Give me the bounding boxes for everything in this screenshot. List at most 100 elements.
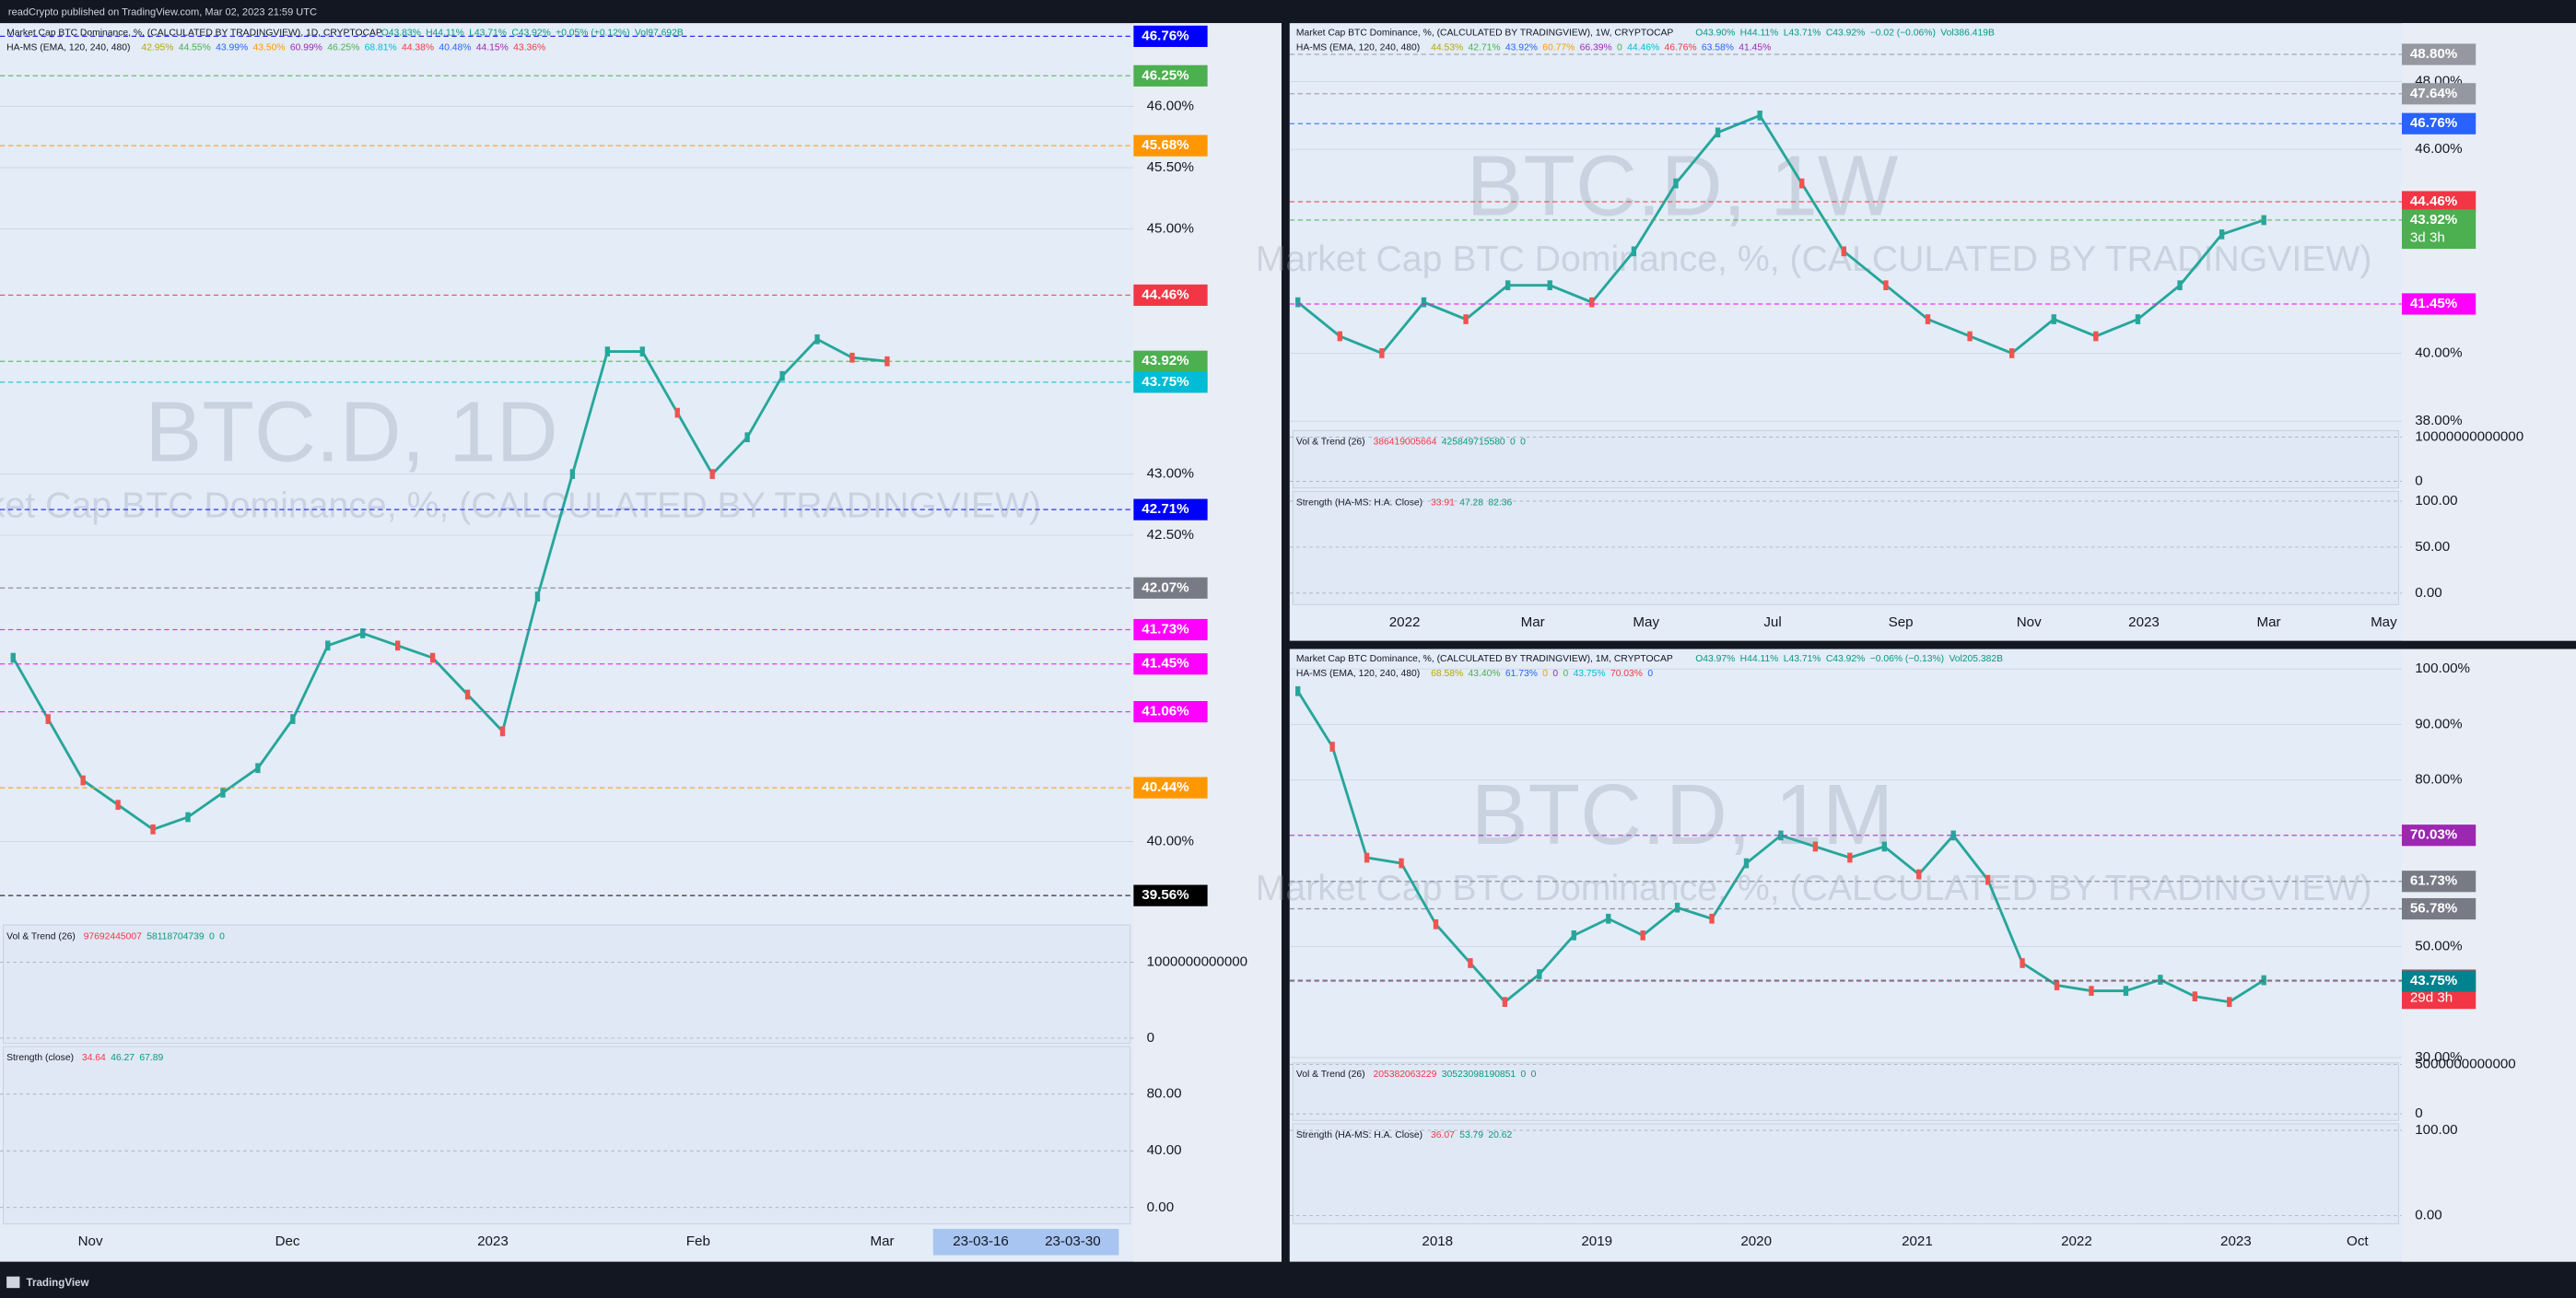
pane-tick-label: 40.00	[1147, 1142, 1182, 1158]
y-tick-label: 40.00%	[1147, 834, 1194, 849]
candle	[1847, 852, 1853, 863]
pane	[3, 1046, 1131, 1225]
candle	[569, 469, 576, 479]
candle	[1916, 869, 1922, 880]
ohlc-value: H44.11%	[426, 29, 464, 39]
candle	[10, 652, 16, 663]
time-label: May	[2371, 614, 2397, 630]
candle	[1757, 111, 1762, 121]
candle	[1379, 348, 1385, 358]
watermark-subtitle: Market Cap BTC Dominance, %, (CALCULATED…	[0, 485, 1041, 526]
indicator-value: 0	[1617, 43, 1622, 53]
y-tick-label: 42.50%	[1147, 527, 1194, 543]
vol-value: 0	[219, 931, 225, 941]
indicator-value: 70.03%	[1610, 669, 1643, 679]
candle	[1433, 918, 1439, 930]
indicator-value: 44.55%	[179, 43, 211, 53]
candle	[779, 370, 785, 381]
y-tick-label: 46.00%	[2415, 141, 2462, 157]
legend-title: Market Cap BTC Dominance, %, (CALCULATED…	[6, 29, 382, 39]
indicator-value: 0	[1647, 669, 1653, 679]
indicator-value: 0	[1542, 669, 1548, 679]
price-tag-label: 47.64%	[2410, 86, 2458, 101]
price-tag	[1133, 134, 1208, 157]
indicator-value: 43.40%	[1469, 669, 1501, 679]
indicator-value: 43.92%	[1505, 43, 1538, 53]
time-label: May	[1633, 614, 1659, 630]
candle	[255, 763, 261, 774]
y-tick-label: 90.00%	[2415, 716, 2462, 731]
strength-value: 67.89	[139, 1053, 163, 1063]
time-label: 2023	[477, 1234, 509, 1249]
candle	[1812, 841, 1819, 852]
candle	[2219, 229, 2225, 240]
price-tag-label: 46.76%	[1142, 28, 1189, 43]
price-tag-label: 43.75%	[2410, 973, 2458, 988]
vol-value: 0	[1520, 438, 1526, 448]
strength-title: Strength (close)	[6, 1053, 74, 1063]
strength-value: 53.79	[1459, 1130, 1483, 1140]
pane-tick-label: 100.00	[2415, 1122, 2457, 1138]
price-tag	[1133, 577, 1208, 599]
candle	[709, 469, 715, 479]
candle	[674, 407, 680, 418]
indicator-title: HA-MS (EMA, 120, 240, 480)	[1296, 43, 1420, 53]
price-tag	[2401, 209, 2476, 250]
price-tag-label: 48.80%	[2410, 46, 2458, 62]
candle	[464, 689, 471, 700]
vol-value: 425849715580	[1442, 438, 1505, 448]
price-tag	[2401, 293, 2476, 315]
indicator-value: 60.99%	[290, 43, 322, 53]
indicator-value: 0	[1552, 669, 1558, 679]
pane-tick-label: 0.00	[2415, 585, 2441, 601]
pane-tick-label: 0	[2415, 1105, 2422, 1121]
pane	[1292, 1062, 2399, 1121]
pane-tick-label: 5000000000000	[2415, 1057, 2515, 1072]
time-box-label: 23-03-16	[953, 1234, 1009, 1249]
indicator-value: 42.95%	[141, 43, 173, 53]
pane-tick-label: 50.00	[2415, 539, 2450, 555]
price-tag	[2401, 897, 2476, 920]
indicator-value: 44.46%	[1627, 43, 1659, 53]
ohlc-value: Vol205.382B	[1949, 654, 2003, 664]
candle	[394, 640, 401, 651]
strength-value: 20.62	[1488, 1130, 1512, 1140]
candle	[1547, 280, 1552, 291]
vol-value: 30523098190851	[1442, 1070, 1516, 1080]
candle	[2089, 986, 2094, 996]
time-label: Jul	[1763, 614, 1781, 630]
price-tag-label: 46.25%	[1142, 67, 1189, 83]
candle	[185, 812, 191, 823]
price-tag-label: 44.46%	[1142, 286, 1189, 302]
candle	[1537, 969, 1542, 979]
price-tag-label: 44.46%	[2410, 193, 2458, 209]
ohlc-value: L43.71%	[1784, 654, 1821, 664]
candle	[1925, 314, 1931, 324]
candle	[1950, 830, 1956, 841]
price-tag-label: 46.76%	[2410, 115, 2458, 131]
candle	[360, 628, 366, 638]
candle	[744, 432, 750, 443]
legend-title: Market Cap BTC Dominance, %, (CALCULATED…	[1296, 29, 1674, 39]
pane	[1292, 429, 2399, 489]
candle	[1463, 314, 1469, 324]
price-tag	[1133, 25, 1208, 47]
close-line	[1296, 113, 2265, 356]
indicator-value: 42.71%	[1469, 43, 1501, 53]
candle	[115, 800, 121, 811]
candle	[325, 640, 331, 651]
time-box	[932, 1228, 1027, 1256]
price-tag-label: 45.68%	[1142, 137, 1189, 153]
pane	[3, 924, 1131, 1044]
y-tick-label: 30.00%	[2415, 1049, 2462, 1065]
footer: TradingView	[27, 1278, 90, 1289]
pane-tick-label: 1000000000000	[1147, 953, 1247, 969]
indicator-value: 40.48%	[439, 43, 471, 53]
price-tag-label: 70.03%	[2410, 827, 2458, 843]
candle	[1743, 858, 1750, 869]
pane	[1292, 1123, 2399, 1225]
ohlc-value: H44.11%	[1740, 29, 1779, 39]
candle	[1502, 997, 1508, 1007]
ohlc-value: −0.02 (−0.06%)	[1870, 29, 1936, 39]
candle	[2177, 280, 2183, 291]
